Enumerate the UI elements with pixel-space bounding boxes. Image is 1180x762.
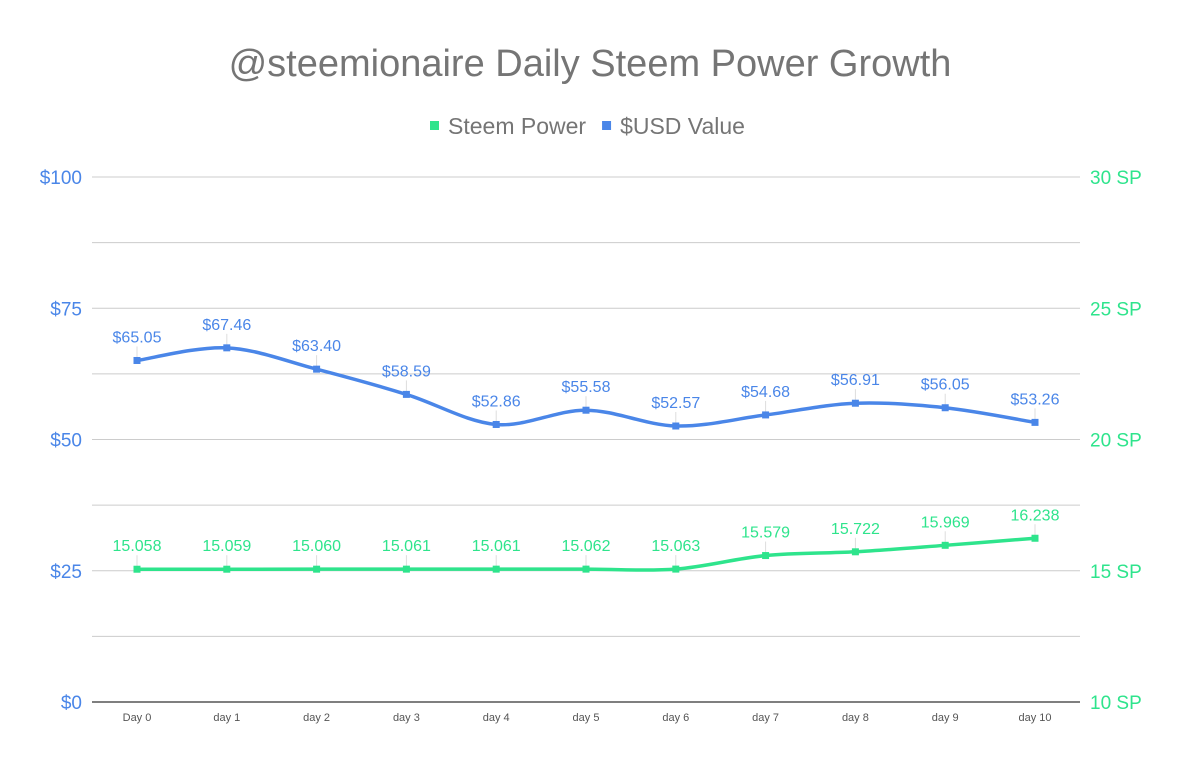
left-axis-tick-label: $100 (40, 168, 82, 189)
data-point (402, 565, 410, 573)
left-axis-tick-label: $50 (50, 431, 82, 452)
data-point (133, 356, 141, 364)
data-label: 15.058 (113, 538, 162, 555)
x-axis-tick-label: day 7 (752, 712, 779, 724)
right-axis-tick-label: 10 SP (1090, 693, 1142, 714)
right-axis-tick-label: 20 SP (1090, 431, 1142, 452)
x-axis-tick-label: day 2 (303, 712, 330, 724)
left-axis-tick-label: $75 (50, 299, 82, 320)
x-axis-tick-label: day 3 (393, 712, 420, 724)
data-point (313, 365, 321, 373)
x-axis-tick-label: day 6 (662, 712, 689, 724)
gridlines (92, 176, 1080, 703)
data-point (851, 548, 859, 556)
data-label: $63.40 (292, 338, 341, 355)
data-point (133, 565, 141, 573)
legend-swatch (430, 121, 439, 130)
x-axis-tick-label: day 9 (932, 712, 959, 724)
data-point (762, 552, 770, 560)
right-axis-tick-label: 25 SP (1090, 299, 1142, 320)
legend: Steem Power $USD Value (430, 113, 745, 139)
series-steem-power: 15.058 15.059 15.060 15.061 15.061 15.062 15.0… (113, 507, 1060, 573)
data-point (672, 565, 680, 573)
data-point (402, 390, 410, 398)
left-axis-tick-label: $25 (50, 562, 82, 583)
data-point (851, 399, 859, 407)
series: 15.058 15.059 15.060 15.061 15.061 15.062 15.0… (113, 317, 1060, 573)
data-label: 16.238 (1011, 507, 1060, 524)
data-label: $58.59 (382, 363, 431, 380)
data-point (941, 404, 949, 412)
data-point (1031, 418, 1039, 426)
data-label: 15.060 (292, 538, 341, 555)
data-label: 15.063 (651, 538, 700, 555)
x-axis-tick-label: day 1 (213, 712, 240, 724)
axes: $0 $25 $50 $75 $100 10 SP 15 SP 20 SP 25 SP 30 SP… (40, 168, 1142, 724)
data-label: 15.969 (921, 514, 970, 531)
data-label: $54.68 (741, 384, 790, 401)
data-label: $55.58 (562, 379, 611, 396)
data-label: $67.46 (202, 317, 251, 334)
x-axis-tick-label: day 8 (842, 712, 869, 724)
data-point (223, 344, 231, 352)
data-label: 15.062 (562, 538, 611, 555)
data-point (672, 422, 680, 430)
data-point (941, 541, 949, 549)
data-label: 15.061 (472, 538, 521, 555)
data-label: $52.86 (472, 393, 521, 410)
x-axis-tick-label: day 4 (483, 712, 510, 724)
legend-label: $USD Value (620, 113, 745, 139)
data-label: 15.722 (831, 521, 880, 538)
data-label: 15.579 (741, 525, 790, 542)
chart-title: @steemionaire Daily Steem Power Growth (229, 43, 952, 85)
data-point (223, 565, 231, 573)
legend-swatch (602, 121, 612, 130)
data-label: $56.91 (831, 372, 880, 389)
x-axis-tick-label: day 10 (1018, 712, 1051, 724)
data-point (313, 565, 321, 573)
data-label: $56.05 (921, 377, 970, 394)
data-label: 15.059 (202, 538, 251, 555)
right-axis-tick-label: 15 SP (1090, 562, 1142, 583)
data-point (762, 411, 770, 419)
left-axis-tick-label: $0 (61, 693, 82, 714)
right-axis-tick-label: 30 SP (1090, 168, 1142, 189)
x-axis-tick-label: Day 0 (123, 712, 152, 724)
data-label: 15.061 (382, 538, 431, 555)
data-point (1031, 534, 1039, 542)
x-axis-tick-label: day 5 (573, 712, 600, 724)
data-label: $52.57 (651, 395, 700, 412)
data-point (492, 420, 500, 428)
data-point (582, 406, 590, 414)
data-point (582, 565, 590, 573)
data-label: $65.05 (113, 329, 162, 346)
legend-label: Steem Power (448, 113, 586, 139)
series-usd-value: $65.05 $67.46 $63.40 $58.59 $52.86 $55.58 $52.… (113, 317, 1060, 430)
data-point (492, 565, 500, 573)
data-label: $53.26 (1011, 391, 1060, 408)
